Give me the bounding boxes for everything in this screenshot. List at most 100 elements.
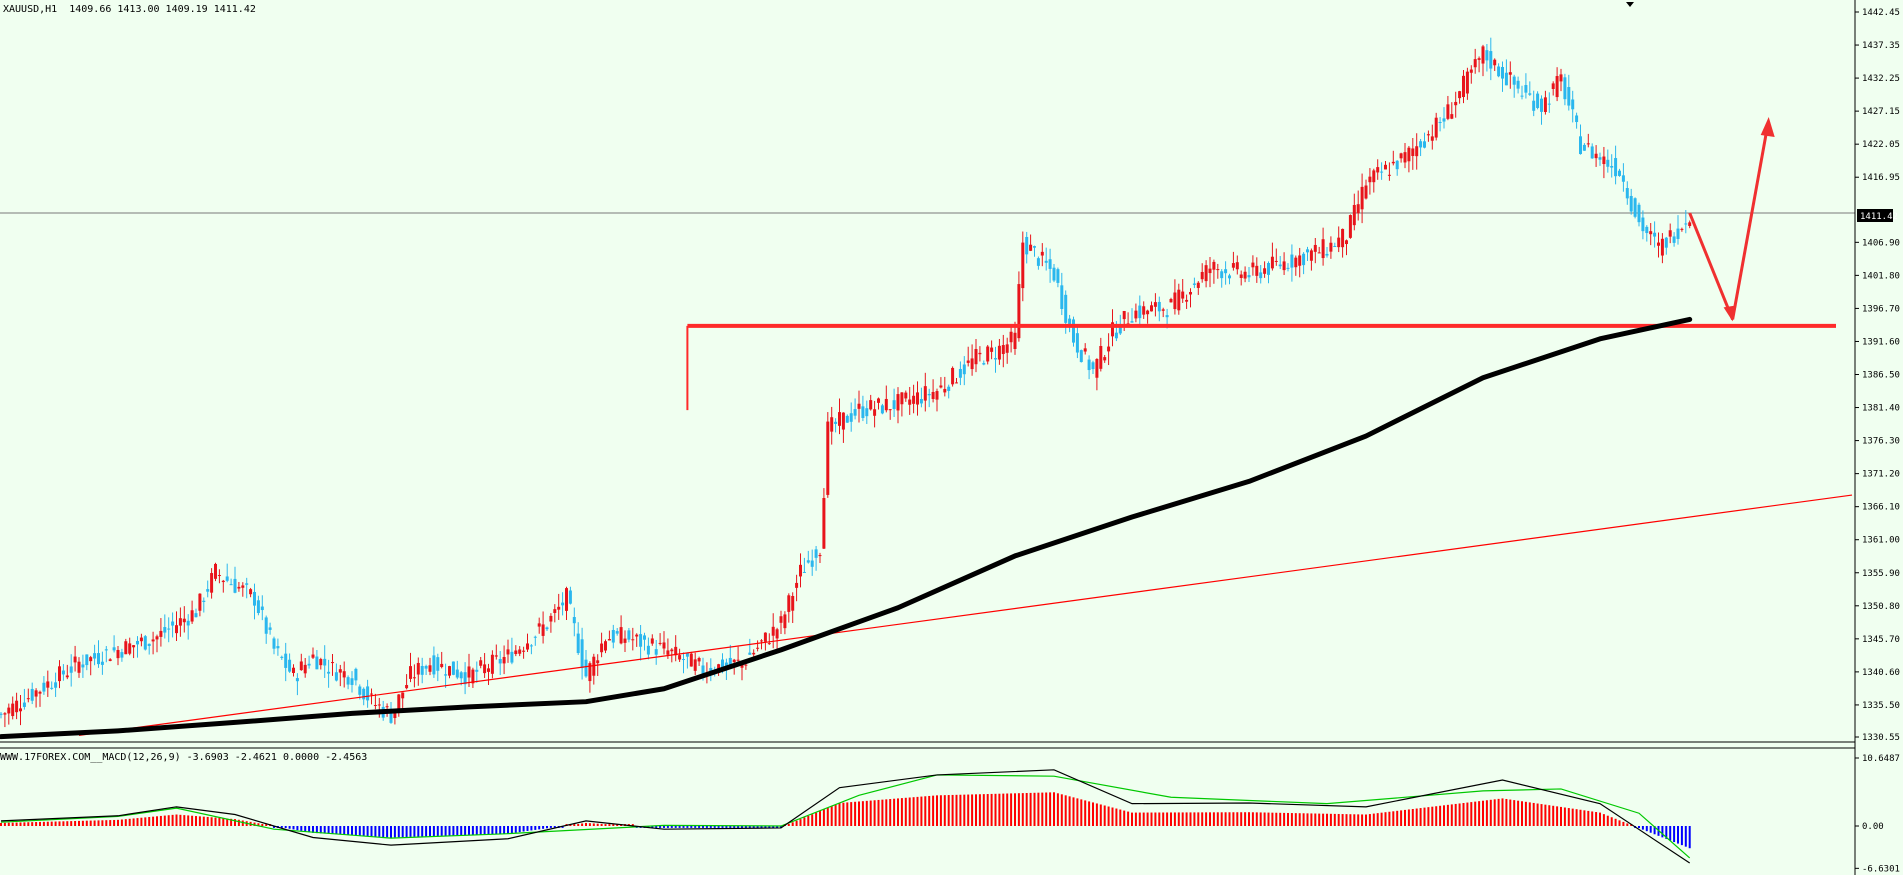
candle-body: [210, 573, 214, 593]
candle-body: [1255, 265, 1259, 276]
candle-body: [100, 661, 104, 665]
candle-body: [982, 363, 986, 365]
candle-body: [194, 613, 198, 618]
candle-body: [853, 409, 857, 416]
candle-body: [1259, 272, 1263, 279]
candle-body: [814, 549, 818, 558]
candle-body: [338, 669, 342, 673]
candle-body: [1594, 153, 1598, 159]
candle-body: [175, 625, 178, 634]
candle-body: [1329, 242, 1333, 252]
candle-body: [658, 642, 662, 644]
candle-body: [533, 636, 537, 638]
price-tick-label: 1437.35: [1862, 41, 1900, 51]
candle-body: [1138, 305, 1142, 319]
candle-body: [646, 645, 650, 655]
candle-body: [1399, 153, 1403, 159]
price-tick-label: 1335.50: [1862, 701, 1900, 711]
candle-body: [1368, 176, 1372, 183]
candle-body: [471, 669, 475, 684]
candle-body: [1052, 267, 1056, 281]
candle-body: [268, 627, 272, 630]
candle-body: [1157, 301, 1161, 312]
candle-body: [600, 643, 604, 653]
candle-body: [1559, 74, 1563, 82]
projection-down-arrow: [1688, 212, 1734, 320]
candle-body: [389, 712, 393, 723]
price-tick-label: 1386.50: [1862, 371, 1900, 381]
candle-body: [939, 385, 943, 388]
candle-body: [1563, 77, 1567, 100]
candle-body: [89, 657, 93, 662]
macd-header: WWW.17FOREX.COM__MACD(12,26,9) -3.6903 -…: [0, 752, 367, 763]
candle-body: [1204, 265, 1208, 282]
candle-body: [26, 698, 30, 700]
candle-body: [221, 580, 225, 583]
price-tick-label: 1376.30: [1862, 437, 1900, 447]
candle-body: [1501, 66, 1504, 79]
candle-body: [1575, 115, 1579, 123]
price-tick-label: 1442.45: [1862, 8, 1900, 18]
candle-body: [358, 686, 362, 695]
candle-body: [214, 563, 217, 579]
candle-body: [393, 708, 397, 719]
candle-body: [553, 609, 557, 613]
candle-body: [1013, 332, 1017, 349]
candle-body: [1384, 164, 1387, 170]
candle-body: [721, 659, 724, 671]
candle-body: [124, 641, 128, 655]
candle-body: [397, 694, 401, 710]
candle-body: [947, 386, 951, 391]
candle-body: [272, 638, 276, 649]
candle-body: [771, 626, 775, 636]
candle-body: [1321, 239, 1325, 259]
candle-body: [865, 408, 869, 417]
candle-body: [444, 674, 448, 676]
candle-body: [249, 589, 253, 595]
candle-body: [1228, 275, 1231, 279]
candle-body: [1590, 146, 1594, 159]
candle-body: [202, 600, 206, 602]
chart-shift-marker[interactable]: [1626, 2, 1634, 7]
candle-body: [631, 639, 635, 641]
candle-body: [1579, 136, 1582, 155]
candle-body: [65, 675, 69, 678]
candle-body: [463, 672, 467, 685]
candle-body: [475, 669, 479, 672]
candle-body: [1688, 222, 1692, 227]
candle-body: [678, 655, 682, 660]
candle-body: [1586, 143, 1590, 145]
price-axis: 1442.45 1437.35 1432.25 1427.15 1422.05 1416.…: [1855, 8, 1900, 743]
candle-body: [1341, 228, 1345, 248]
candle-body: [448, 666, 451, 676]
candle-body: [919, 398, 923, 404]
candle-body: [1423, 141, 1426, 148]
price-tick-label: 1406.90: [1862, 238, 1900, 248]
candle-body: [288, 659, 292, 672]
candle-body: [1489, 51, 1493, 69]
candle-body: [112, 647, 116, 651]
candle-body: [966, 360, 970, 363]
price-tick-label: 1401.80: [1862, 271, 1900, 281]
candle-body: [1660, 238, 1664, 256]
macd-main-line: [0, 769, 1691, 864]
candle-body: [34, 690, 38, 697]
candle-body: [1247, 275, 1251, 278]
candle-body: [1430, 136, 1434, 141]
candle-body: [1543, 97, 1547, 112]
candle-body: [643, 635, 646, 640]
price-tick-label: 1422.05: [1862, 140, 1900, 150]
candle-body: [779, 616, 783, 623]
candle-body: [537, 623, 541, 627]
candle-body: [311, 654, 315, 658]
candle-body: [256, 600, 260, 614]
candle-body: [385, 706, 389, 708]
candle-body: [1150, 305, 1153, 312]
candle-body: [654, 649, 658, 655]
price-tick-label: 1340.60: [1862, 668, 1900, 678]
candle-body: [108, 659, 112, 661]
candle-body: [1645, 226, 1649, 234]
candle-body: [1263, 268, 1267, 274]
